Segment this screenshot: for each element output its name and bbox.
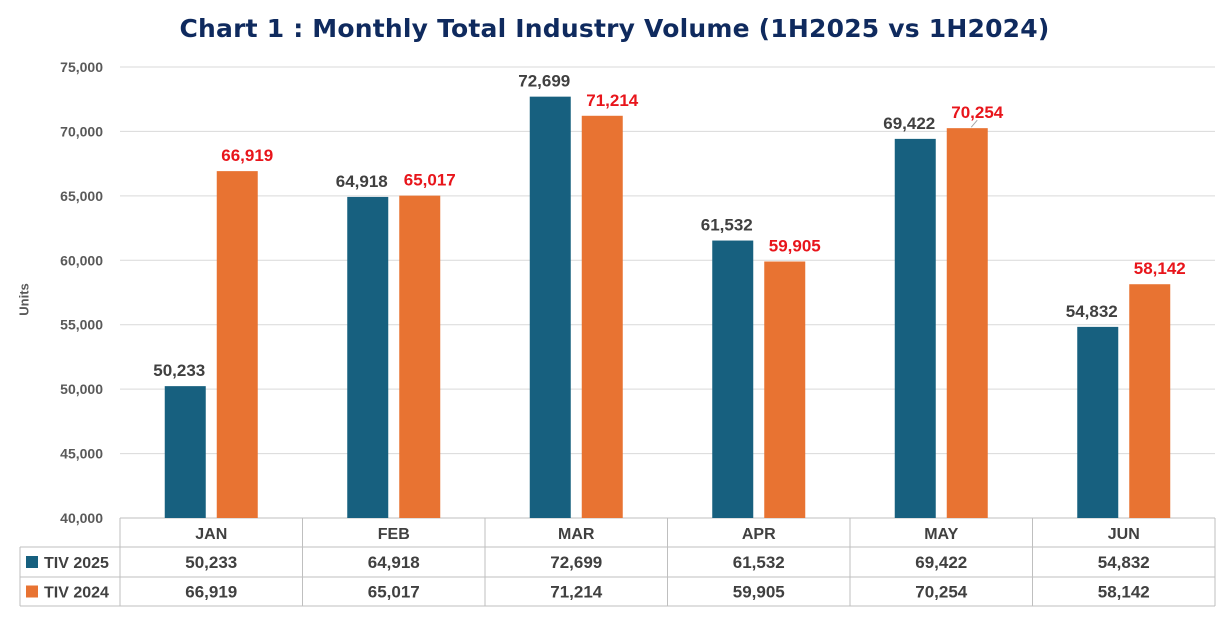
y-tick-label: 55,000 (60, 317, 103, 333)
data-label: 58,142 (1134, 259, 1186, 278)
bar-tiv-2025 (1077, 326, 1119, 518)
table-cell: 72,699 (550, 553, 602, 572)
data-label: 65,017 (404, 171, 456, 190)
table-cell: 59,905 (733, 583, 785, 602)
y-tick-label: 70,000 (60, 123, 103, 139)
table-cell: 64,918 (368, 553, 420, 572)
table-cell: 61,532 (733, 553, 785, 572)
table-cell: 65,017 (368, 583, 420, 602)
bar-tiv-2024 (946, 128, 988, 519)
table-cell: 66,919 (185, 583, 237, 602)
bar-tiv-2025 (894, 138, 936, 518)
bar-tiv-2024 (581, 115, 623, 519)
bar-tiv-2024 (764, 261, 806, 518)
bar-tiv-2025 (712, 240, 754, 518)
legend-label: TIV 2025 (44, 555, 109, 572)
data-label: 66,919 (221, 146, 273, 165)
y-tick-label: 50,000 (60, 381, 103, 397)
bar-tiv-2024 (399, 195, 441, 518)
x-tick-label: FEB (378, 526, 410, 543)
x-tick-label: MAR (558, 526, 595, 543)
data-label: 59,905 (769, 237, 821, 256)
bar-tiv-2024 (1129, 284, 1171, 518)
data-label: 50,233 (153, 361, 205, 380)
table-cell: 70,254 (915, 583, 968, 602)
data-label: 72,699 (518, 72, 570, 91)
table-cell: 54,832 (1098, 553, 1150, 572)
data-label: 64,918 (336, 172, 388, 191)
bar-tiv-2025 (164, 386, 206, 518)
y-tick-label: 40,000 (60, 510, 103, 526)
leader-line (970, 119, 978, 128)
y-tick-label: 75,000 (60, 59, 103, 75)
data-label: 71,214 (586, 91, 639, 110)
bar-tiv-2024 (216, 171, 258, 518)
data-label: 69,422 (883, 114, 935, 133)
x-tick-label: JUN (1108, 526, 1140, 543)
y-tick-label: 65,000 (60, 188, 103, 204)
data-label: 54,832 (1066, 302, 1118, 321)
x-tick-label: MAY (924, 526, 958, 543)
data-label: 70,254 (951, 103, 1004, 122)
x-tick-label: APR (742, 526, 776, 543)
legend-key (26, 556, 38, 568)
chart-title: Chart 1 : Monthly Total Industry Volume … (179, 14, 1050, 43)
bar-tiv-2025 (529, 96, 571, 519)
legend-key (26, 585, 38, 598)
table-cell: 50,233 (185, 553, 237, 572)
table-cell: 69,422 (915, 553, 967, 572)
legend-label: TIV 2024 (44, 585, 109, 602)
y-tick-label: 45,000 (60, 446, 103, 462)
data-label: 61,532 (701, 216, 753, 235)
table-cell: 71,214 (550, 583, 603, 602)
bar-tiv-2025 (347, 196, 389, 519)
table-cell: 58,142 (1098, 583, 1150, 602)
y-tick-label: 60,000 (60, 252, 103, 268)
x-tick-label: JAN (195, 526, 227, 543)
